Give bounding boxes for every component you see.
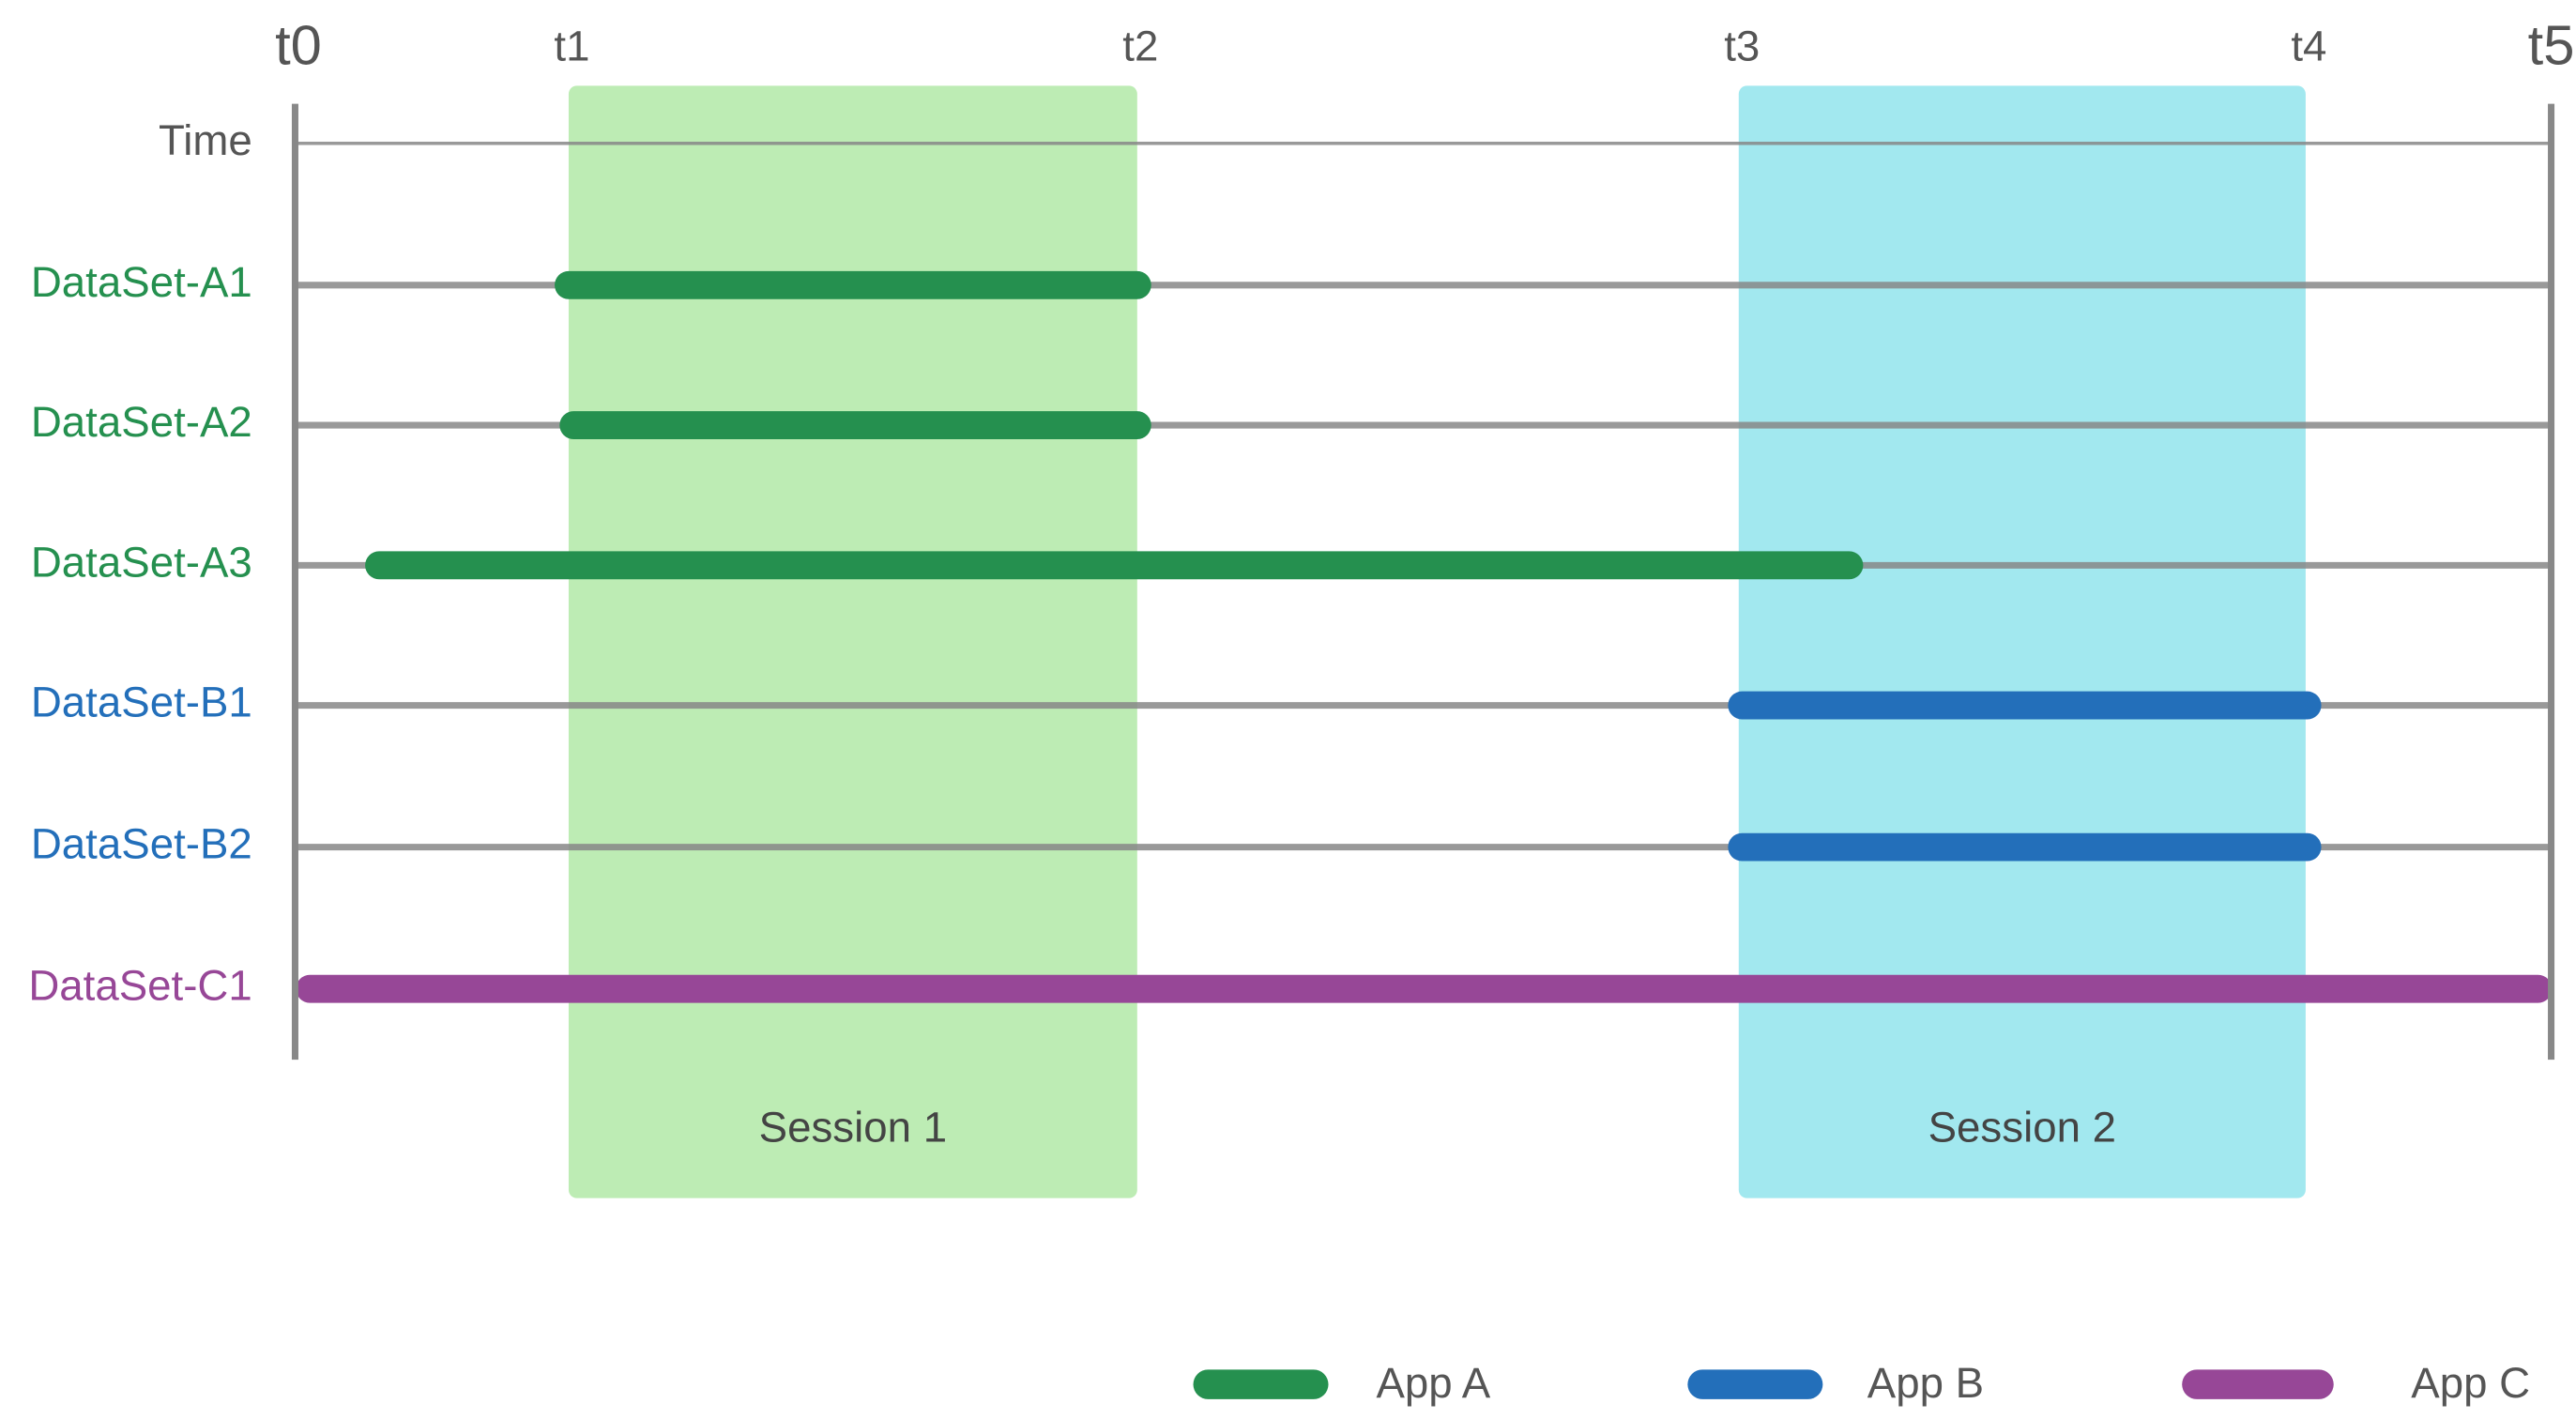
time-marker: t1 <box>554 23 589 70</box>
row-label: DataSet-A1 <box>31 258 252 306</box>
row-label: DataSet-A2 <box>31 398 252 446</box>
time-marker: t5 <box>2528 13 2575 76</box>
time-marker: t4 <box>2291 23 2326 70</box>
session-label: Session 1 <box>759 1104 947 1152</box>
row-label: Time <box>159 116 252 164</box>
legend-label: App A <box>1376 1359 1490 1407</box>
row-label: DataSet-B1 <box>31 679 252 726</box>
session-label: Session 2 <box>1928 1104 2116 1152</box>
time-marker: t2 <box>1122 23 1158 70</box>
session-band <box>568 85 1137 1198</box>
time-marker: t3 <box>1724 23 1760 70</box>
row-label: DataSet-C1 <box>28 962 252 1010</box>
legend-label: App B <box>1867 1359 1984 1407</box>
row-label: DataSet-B2 <box>31 820 252 868</box>
time-marker: t0 <box>275 13 322 76</box>
row-label: DataSet-A3 <box>31 538 252 586</box>
legend-label: App C <box>2411 1359 2530 1407</box>
session-band <box>1738 85 2306 1198</box>
